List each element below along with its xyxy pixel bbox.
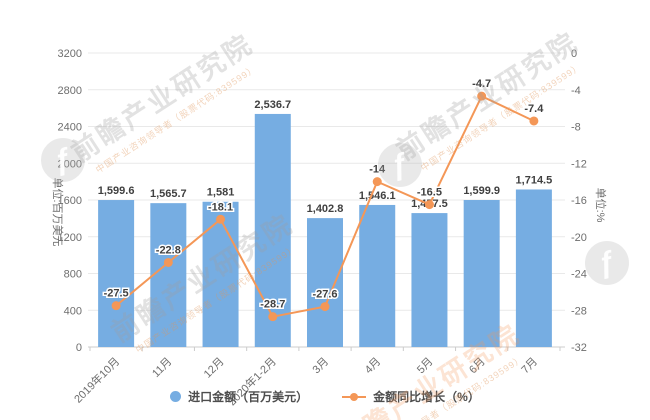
line-point[interactable] <box>320 302 330 312</box>
y-axis-left-tick: 1600 <box>58 195 82 207</box>
y-axis-left-tick: 2400 <box>58 122 82 134</box>
y-axis-left-title: 单位:百万美元 <box>51 177 63 247</box>
x-axis-label: 3月 <box>311 356 332 377</box>
x-axis-label: 11月 <box>150 356 174 380</box>
legend-bar-marker-icon <box>170 391 182 402</box>
bar[interactable] <box>98 200 135 347</box>
y-axis-right-tick: -16 <box>571 195 587 207</box>
bar-value-label: 1,599.6 <box>98 185 135 197</box>
line-point[interactable] <box>372 177 382 187</box>
line-point[interactable] <box>268 312 278 322</box>
line-value-label: -27.6 <box>312 289 337 301</box>
y-axis-right-tick: -28 <box>571 305 587 317</box>
bar[interactable] <box>515 189 552 347</box>
legend-item-yoy-growth[interactable]: 金额同比增长（%） <box>342 388 480 405</box>
bar[interactable] <box>359 204 396 347</box>
bar-value-label: 1,402.8 <box>307 203 344 215</box>
line-value-label: -28.7 <box>260 299 285 311</box>
y-axis-left-tick: 2000 <box>58 158 82 170</box>
legend: 进口金额（百万美元） 金额同比增长（%） <box>0 388 650 405</box>
x-axis-label: 5月 <box>415 356 436 377</box>
bar[interactable] <box>463 200 500 347</box>
y-axis-left-tick: 400 <box>64 305 82 317</box>
y-axis-left-tick: 0 <box>76 342 82 354</box>
x-axis-label: 12月 <box>202 356 227 381</box>
x-axis-label: 4月 <box>363 356 384 377</box>
y-axis-right-tick: -32 <box>571 342 587 354</box>
bar-value-label: 1,565.7 <box>150 188 187 200</box>
legend-bar-label: 进口金额（百万美元） <box>188 390 309 404</box>
y-axis-left-tick: 2800 <box>58 85 82 97</box>
legend-line-marker-icon <box>342 392 367 401</box>
y-axis-left-tick: 1200 <box>58 232 82 244</box>
line-value-label: -7.4 <box>524 103 544 115</box>
line-value-label: -22.8 <box>156 244 181 256</box>
line-point[interactable] <box>477 91 487 101</box>
bar-value-label: 1,599.9 <box>463 185 500 197</box>
bar[interactable] <box>411 213 448 347</box>
bar[interactable] <box>202 201 239 347</box>
line-point[interactable] <box>529 116 539 126</box>
legend-item-import-amount[interactable]: 进口金额（百万美元） <box>170 388 308 405</box>
bar-value-label: 1,546.1 <box>359 190 396 202</box>
x-axis-label: 7月 <box>519 356 540 377</box>
bar-value-label: 1,714.5 <box>516 174 553 186</box>
bar[interactable] <box>150 203 187 347</box>
y-axis-right-tick: -4 <box>571 85 581 97</box>
y-axis-right-tick: -8 <box>571 122 581 134</box>
line-value-label: -18.1 <box>208 201 233 213</box>
bar[interactable] <box>254 113 291 347</box>
y-axis-right-tick: -20 <box>571 232 587 244</box>
x-axis-label: 6月 <box>467 356 488 377</box>
line-point[interactable] <box>216 214 226 224</box>
line-value-label: -27.5 <box>104 288 129 300</box>
line-value-label: -4.7 <box>472 78 491 90</box>
bar[interactable] <box>307 218 343 347</box>
line-point[interactable] <box>111 301 121 311</box>
line-point[interactable] <box>163 257 173 267</box>
line-value-label: -14 <box>369 164 386 176</box>
y-axis-right-tick: -12 <box>571 158 587 170</box>
line-value-label: -16.5 <box>417 187 442 199</box>
y-axis-right-title: 单位:% <box>594 187 606 223</box>
y-axis-right-tick: 0 <box>571 48 577 60</box>
legend-line-label: 金额同比增长（%） <box>373 390 480 404</box>
y-axis-right-tick: -24 <box>571 269 587 281</box>
y-axis-left-tick: 800 <box>64 269 82 281</box>
y-axis-left-tick: 3200 <box>58 48 82 60</box>
line-point[interactable] <box>424 200 434 210</box>
bar-value-label: 1,581 <box>207 187 235 199</box>
bar-value-label: 2,536.7 <box>254 99 291 111</box>
